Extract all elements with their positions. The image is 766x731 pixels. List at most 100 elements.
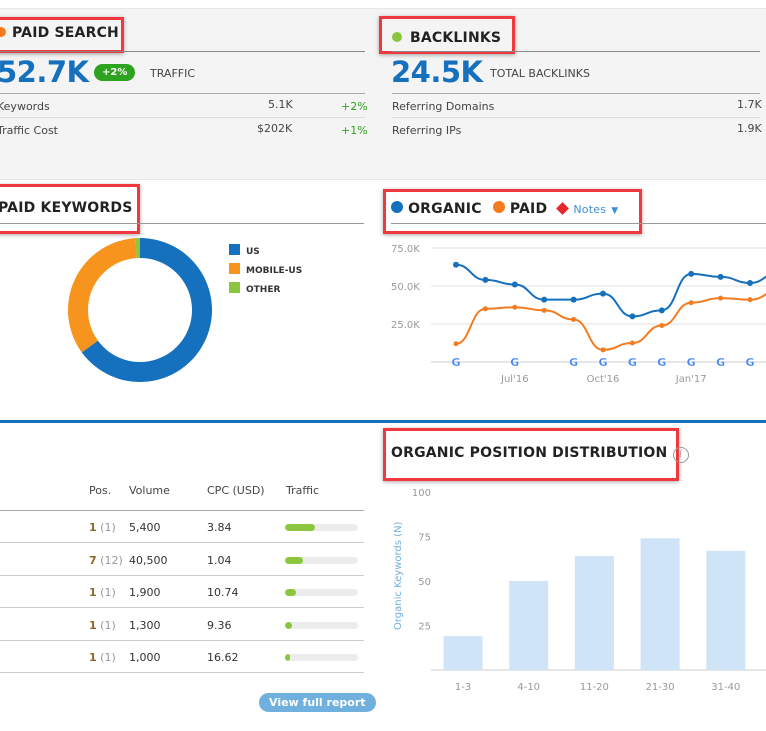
legend-swatch-icon xyxy=(229,282,240,293)
data-point-paid xyxy=(659,323,665,329)
legend-item-organic[interactable]: ORGANIC xyxy=(391,201,482,217)
data-point-paid xyxy=(453,341,459,347)
traffic-cost-change: +1% xyxy=(341,124,368,137)
bar-21-30 xyxy=(640,538,680,670)
data-point-organic xyxy=(629,313,636,320)
google-update-icon: G xyxy=(451,356,460,369)
data-point-organic xyxy=(453,261,459,268)
referring-domains-value: 1.7K xyxy=(737,98,762,111)
data-point-paid xyxy=(482,306,488,312)
position-distribution-bar-chart: Organic Keywords (N) 25 50 75 100 1-3 4-10 11-2… xyxy=(393,488,766,693)
x-tick-label: Jul'16 xyxy=(500,374,529,385)
y-tick-label: 50.0K xyxy=(391,282,420,293)
data-point-paid xyxy=(747,297,753,303)
traffic-bar xyxy=(285,589,358,596)
data-point-paid xyxy=(541,307,547,313)
header-traffic[interactable]: Traffic xyxy=(286,484,320,497)
legend-item-paid[interactable]: PAID xyxy=(492,201,548,217)
divider xyxy=(0,223,364,224)
donut-legend: US MOBILE-US OTHER xyxy=(229,239,302,296)
donut-slice-us xyxy=(81,238,212,382)
paid-keywords-title: PAID KEYWORDS xyxy=(0,200,133,216)
keywords-label: Keywords xyxy=(0,100,50,113)
volume-cell: 1,000 xyxy=(129,651,161,664)
previous-position: (1) xyxy=(100,586,116,599)
cpc-cell: 1.04 xyxy=(207,553,232,567)
data-point-organic xyxy=(600,290,606,297)
traffic-bar xyxy=(285,556,358,564)
legend-item-us[interactable]: US xyxy=(229,239,302,258)
position-cell: 1 (1) xyxy=(89,651,116,664)
cpc-cell: 10.74 xyxy=(207,586,239,599)
organic-label: ORGANIC xyxy=(408,201,482,217)
data-point-organic xyxy=(541,296,548,303)
traffic-bar xyxy=(285,524,358,531)
google-update-icon: G xyxy=(716,356,725,369)
divider xyxy=(0,542,364,543)
volume-cell: 40,500 xyxy=(129,553,168,567)
trend-legend: ORGANIC PAID Notes ▼ xyxy=(391,201,618,217)
divider xyxy=(392,51,760,52)
legend-label: MOBILE-US xyxy=(246,266,303,276)
view-full-report-button[interactable]: View full report xyxy=(259,693,376,712)
traffic-bar-fill xyxy=(285,621,292,629)
keywords-change: +2% xyxy=(341,100,368,113)
google-update-icon: G xyxy=(745,356,754,369)
table-row: 7 (12) 40,500 1.04 xyxy=(0,544,365,576)
highlight-box xyxy=(379,16,515,54)
x-tick-label: 1-3 xyxy=(455,682,471,693)
table-row: 1 (1) 1,300 9.36 xyxy=(0,609,365,641)
y-tick-label: 100 xyxy=(412,488,431,499)
google-update-icon: G xyxy=(628,356,637,369)
cpc-cell: 3.84 xyxy=(207,521,232,534)
data-point-organic xyxy=(747,279,753,286)
traffic-cost-label: Traffic Cost xyxy=(0,124,58,137)
divider xyxy=(0,639,364,641)
organic-paid-trend-chart: 25.0K50.0K75.0KJul'16Oct'16Jan'17AGGGGGG… xyxy=(391,244,766,385)
y-tick-label: 75.0K xyxy=(391,244,420,255)
data-point-organic xyxy=(688,270,695,277)
data-point-paid xyxy=(629,340,635,346)
notes-diamond-icon xyxy=(556,202,570,215)
divider xyxy=(0,51,365,52)
header-pos[interactable]: Pos. xyxy=(89,484,112,497)
legend-item-other[interactable]: OTHER xyxy=(229,277,302,296)
table-row: 1 (1) 1,900 10.74 xyxy=(0,576,365,608)
traffic-bar xyxy=(285,654,358,661)
paid-traffic-value: 52.7K xyxy=(0,55,89,89)
google-update-icon: G xyxy=(657,356,666,369)
cpc-cell: 16.62 xyxy=(207,651,239,664)
position: 7 xyxy=(89,553,97,567)
legend-item-mobile-us[interactable]: MOBILE-US xyxy=(229,258,302,277)
position: 1 xyxy=(89,586,97,599)
section-divider xyxy=(0,420,766,423)
legend-label: OTHER xyxy=(246,285,281,295)
google-update-icon: G xyxy=(598,356,607,369)
traffic-bar-fill xyxy=(285,589,296,596)
data-point-organic xyxy=(482,276,489,283)
position-cell: 1 (1) xyxy=(89,586,116,599)
header-cpc[interactable]: CPC (USD) xyxy=(207,484,265,497)
bar-4-10 xyxy=(509,581,549,670)
position-cell: 1 (1) xyxy=(89,521,116,534)
divider xyxy=(0,574,364,576)
cpc-cell: 9.36 xyxy=(207,618,232,632)
position-cell: 7 (12) xyxy=(89,554,123,567)
divider xyxy=(392,117,760,118)
volume-cell: 5,400 xyxy=(129,521,161,534)
y-tick-label: 25.0K xyxy=(391,320,420,331)
google-update-icon: G xyxy=(510,356,519,369)
divider xyxy=(0,672,364,673)
previous-position: (12) xyxy=(100,553,123,567)
total-backlinks-value: 24.5K xyxy=(391,55,483,89)
header-volume[interactable]: Volume xyxy=(129,484,170,497)
divider xyxy=(392,93,760,94)
previous-position: (1) xyxy=(100,521,116,534)
info-icon[interactable]: i xyxy=(672,447,689,463)
table-row: 1 (1) 1,000 16.62 xyxy=(0,641,365,673)
referring-ips-value: 1.9K xyxy=(737,122,762,135)
data-point-paid xyxy=(512,304,518,310)
traffic-cost-value: $202K xyxy=(257,122,293,135)
notes-dropdown[interactable]: Notes ▼ xyxy=(556,201,618,217)
x-tick-label: Oct'16 xyxy=(587,374,620,385)
